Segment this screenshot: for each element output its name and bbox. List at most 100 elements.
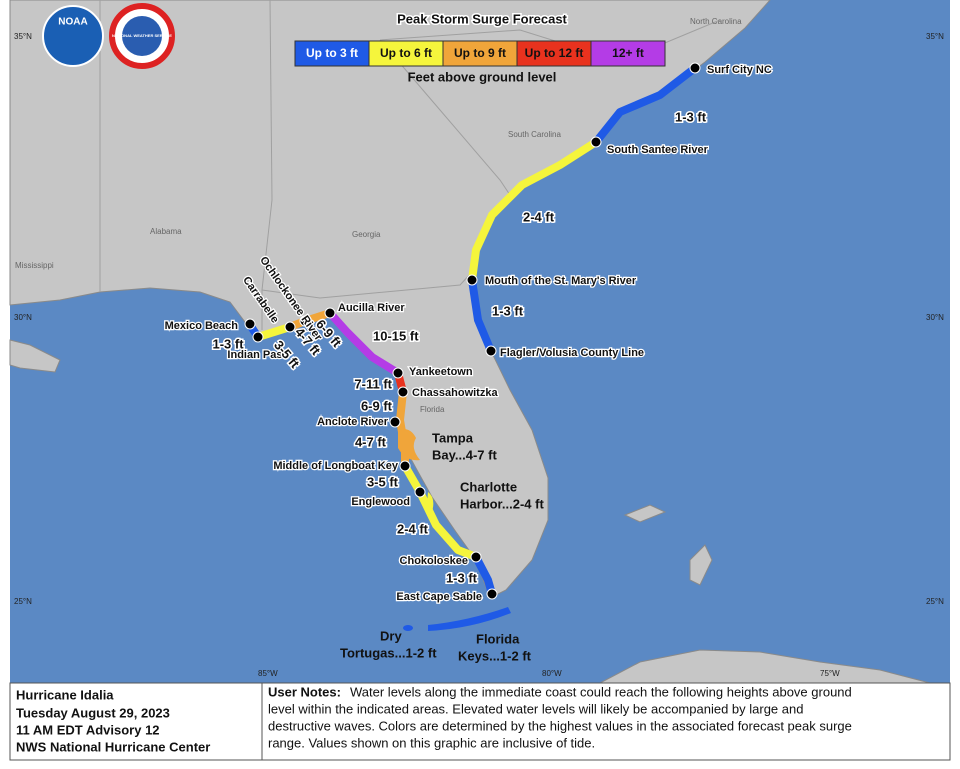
point-label: South Santee River (607, 144, 709, 156)
noaa-logo (42, 5, 104, 67)
legend-swatch (442, 40, 518, 67)
lat-label: 35°N (926, 32, 944, 41)
point-label: East Cape Sable (396, 591, 482, 603)
notes-label: User Notes: (268, 684, 341, 699)
storm-info: NWS National Hurricane Center (16, 739, 210, 754)
point-label: Surf City NC (707, 64, 772, 76)
lat-label: 25°N (926, 597, 944, 606)
area-label: Charlotte (460, 479, 517, 494)
legend: Up to 3 ft Up to 6 ft Up to 9 ft Up to 12 f… (294, 40, 666, 67)
forecast-point (299, 315, 311, 327)
lat-label: 30°N (14, 313, 32, 322)
forecast-point (324, 307, 336, 319)
area-label: Tortugas...1-2 ft (340, 645, 437, 660)
notes-text: level within the indicated areas. Elevat… (268, 701, 803, 716)
forecast-point (392, 367, 404, 379)
forecast-point (590, 136, 602, 148)
area-label: Tampa (432, 430, 474, 445)
land (599, 649, 931, 684)
area-label: Harbor...2-4 ft (460, 496, 544, 511)
tampa-bay (398, 429, 420, 461)
forecast-point (284, 321, 296, 333)
area-label: Dry (380, 628, 402, 643)
segment-label: 7-11 ft (354, 376, 392, 391)
region-label: Georgia (352, 230, 381, 239)
title: Peak Storm Surge Forecast (397, 11, 567, 26)
legend-label: Up to 12 ft (525, 46, 584, 60)
region-label: Alabama (150, 227, 182, 236)
storm-info: Tuesday August 29, 2023 (16, 705, 170, 720)
state-border (261, 269, 475, 299)
segment-label: 6-9 ft (361, 398, 393, 413)
storm-info: 11 AM EDT Advisory 12 (16, 722, 160, 737)
legend-swatch (516, 40, 592, 67)
segment-label: 1-3 ft (675, 109, 707, 124)
segment-label: 2-4 ft (523, 209, 555, 224)
lon-label: 75°W (820, 669, 840, 678)
forecast-point (485, 345, 497, 357)
segment-label: 1-3 ft (446, 570, 478, 585)
segment-label: 2-4 ft (397, 521, 429, 536)
point-label: Middle of Longboat Key (273, 460, 399, 472)
notes-text: range. Values shown on this graphic are … (268, 735, 595, 750)
surge-segment (592, 64, 699, 146)
legend-label: 12+ ft (612, 46, 644, 60)
region-label: North Carolina (690, 17, 742, 26)
surge-segment (468, 138, 600, 284)
legend-swatch (294, 40, 370, 67)
forecast-point (466, 274, 478, 286)
segment-label: 10-15 ft (373, 328, 419, 343)
region-label: Florida (420, 405, 445, 414)
lon-label: 85°W (258, 669, 278, 678)
forecast-point (244, 318, 256, 330)
florida-keys (428, 607, 511, 631)
lon-label: 80°W (542, 669, 562, 678)
lat-label: 35°N (14, 32, 32, 41)
nws-logo-text: NATIONAL WEATHER SERVICE (112, 33, 172, 38)
forecast-points (244, 62, 701, 600)
region-label: Mississippi (15, 261, 54, 270)
surge-segment (401, 462, 480, 561)
land (9, 339, 61, 373)
nws-logo-inner (122, 16, 162, 56)
point-label: Indian Pass (227, 349, 288, 361)
point-label: Yankeetown (409, 366, 473, 378)
legend-label: Up to 3 ft (306, 46, 358, 60)
surge-segment (326, 309, 402, 377)
point-label: Aucilla River (338, 302, 405, 314)
point-label: Englewood (351, 496, 410, 508)
state-border (261, 0, 273, 330)
segment-label: 1-3 ft (212, 336, 244, 351)
point-label: Chassahowitzka (412, 387, 498, 399)
notes-text: Water levels along the immediate coast c… (350, 684, 852, 699)
point-label: Chokoloskee (400, 555, 468, 567)
legend-label: Up to 6 ft (380, 46, 432, 60)
segment-label: 3-5 ft (367, 474, 399, 489)
forecast-point (399, 460, 411, 472)
point-label: Mouth of the St. Mary's River (485, 275, 637, 287)
notes-text: destructive waves. Colors are determined… (268, 718, 852, 733)
forecast-point (389, 416, 401, 428)
forecast-point (252, 331, 264, 343)
forecast-point (486, 588, 498, 600)
point-label: Anclote River (317, 416, 389, 428)
footer (9, 682, 951, 761)
point-label: Flagler/Volusia County Line (500, 347, 644, 359)
forecast-point (470, 551, 482, 563)
forecast-point (414, 486, 426, 498)
state-border (379, 39, 511, 196)
lat-label: 25°N (14, 597, 32, 606)
area-label: Florida (476, 631, 520, 646)
point-label: Mexico Beach (165, 320, 239, 332)
legend-caption: Feet above ground level (408, 69, 557, 84)
segment-label: 4-7 ft (355, 434, 387, 449)
land (623, 504, 667, 523)
storm-info: Hurricane Idalia (16, 687, 114, 702)
legend-label: Up to 9 ft (454, 46, 506, 60)
area-label: Keys...1-2 ft (458, 648, 532, 663)
region-label: South Carolina (508, 130, 561, 139)
forecast-point (689, 62, 701, 74)
dry-tortugas (403, 625, 413, 631)
legend-swatch (590, 40, 666, 67)
